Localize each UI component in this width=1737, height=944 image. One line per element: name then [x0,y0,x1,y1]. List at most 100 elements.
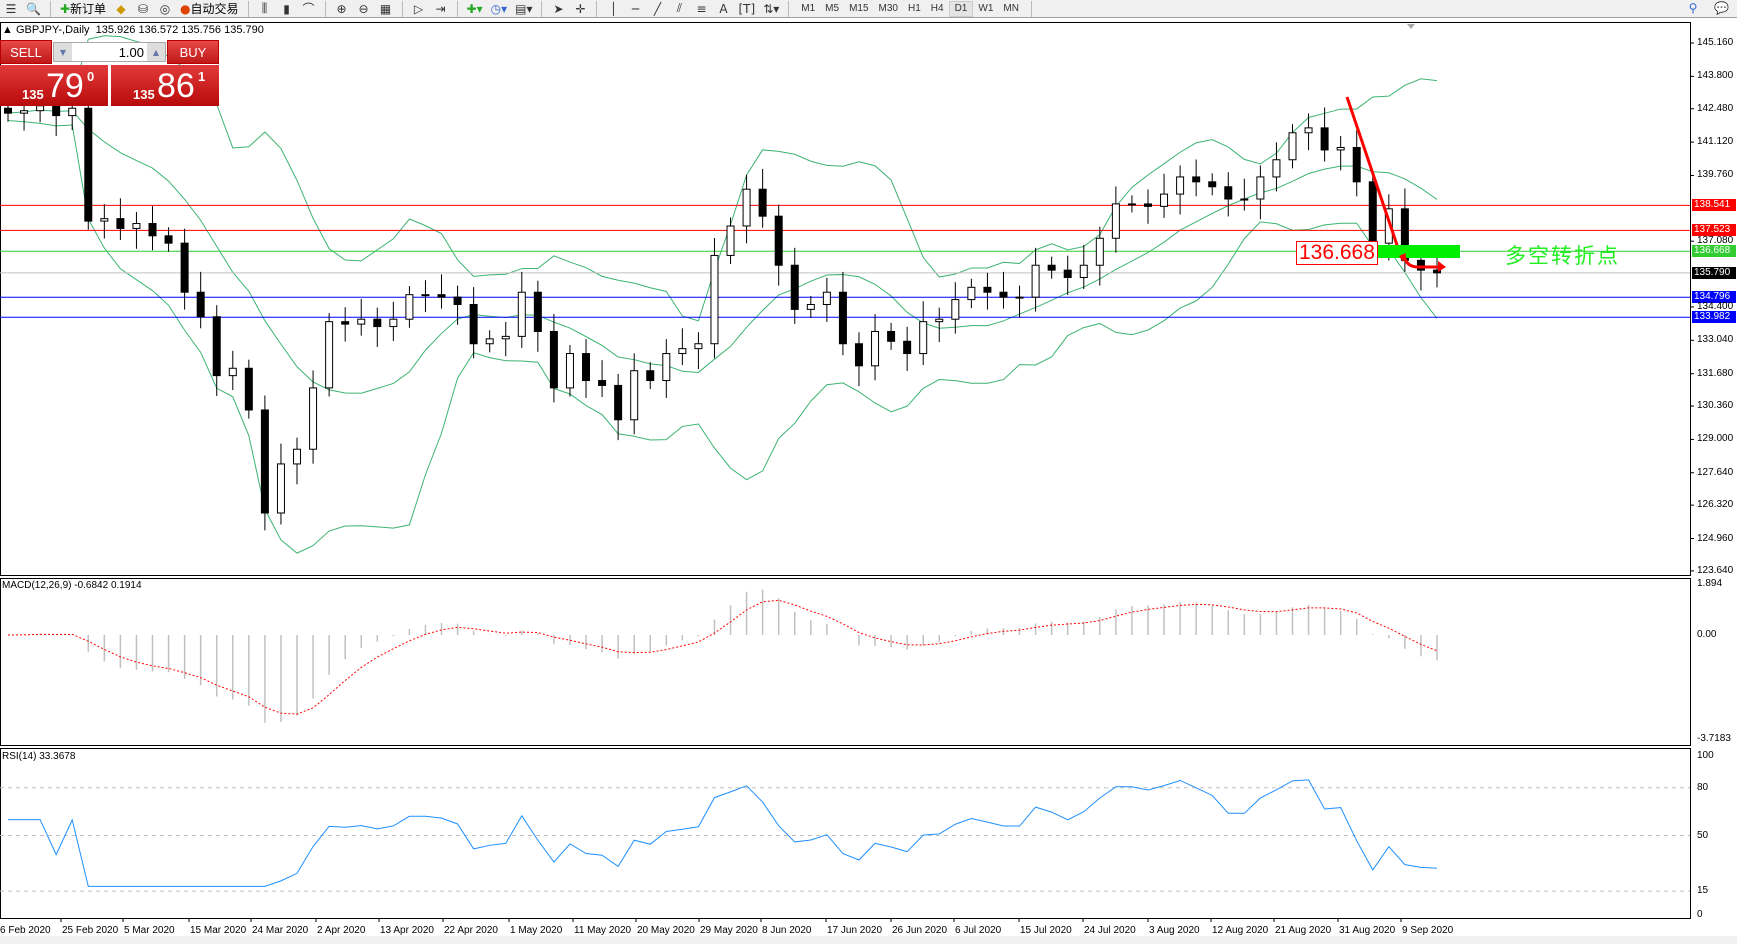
date-axis-label: 29 May 2020 [700,925,758,936]
date-axis-label: 13 Apr 2020 [380,925,434,936]
line-chart-icon[interactable]: ⌒ [302,2,315,16]
chart-canvas[interactable] [0,20,1737,944]
volume-stepper: ▼ ▲ [53,42,166,62]
bear-candle [164,235,173,244]
buy-button[interactable]: BUY [167,40,219,64]
price-axis-label: 142.480 [1697,102,1734,114]
timeframe-m15[interactable]: M15 [849,3,869,14]
triangle-icon: ▲ [2,24,16,36]
volume-decrease-button[interactable]: ▼ [54,43,72,61]
date-axis-label: 9 Sep 2020 [1402,925,1454,936]
indicators-icon[interactable]: ✚▾ [466,1,483,16]
new-order-button[interactable]: ✚ 新订单 [58,1,108,17]
turning-point-price-label[interactable]: 136.668 [1296,241,1378,265]
trendline-icon[interactable]: ╱ [653,1,662,16]
price-axis-label: 131.680 [1697,367,1734,379]
date-axis-label: 2 Apr 2020 [317,925,366,936]
price-axis-label: 139.760 [1697,169,1734,181]
auto-scroll-icon[interactable]: ▷ [413,1,424,16]
timeframe-m30[interactable]: M30 [878,3,898,14]
bull-candle [967,286,976,301]
timeframe-d1[interactable]: D1 [948,0,974,17]
timeframe-bar: M1 M5 M15 M30 H1 H4 D1 W1 MN [796,0,1024,17]
bear-candle [180,242,189,293]
bull-candle [726,225,735,256]
zoom-out-icon[interactable]: ⊖ [358,1,369,16]
date-axis-label: 21 Aug 2020 [1275,925,1332,936]
bull-candle [678,348,687,355]
chat-icon[interactable]: 💬 [1714,1,1729,15]
volume-input[interactable] [72,44,147,60]
timeframe-m5[interactable]: M5 [825,3,840,14]
timeframe-h4[interactable]: H4 [930,3,944,14]
market-watch-icon[interactable]: ⛁ [138,1,149,16]
macd-axis-label: 1.894 [1697,578,1723,589]
tile-windows-icon[interactable]: ▦ [379,1,392,16]
arrows-icon[interactable]: ⇅▾ [763,1,780,16]
bull-candle [1240,198,1249,201]
date-axis-label: 6 Feb 2020 [0,925,51,936]
rsi-axis-label: 15 [1697,885,1709,897]
bear-candle [148,223,157,237]
bear-candle [533,291,542,332]
search-icon[interactable]: ⚲ [1688,1,1698,15]
buy-price-button[interactable]: 135 86 1 [111,65,219,106]
price-axis-label: 141.120 [1697,136,1734,148]
bull-candle [662,353,671,382]
gold-icon[interactable]: ◆ [116,1,126,16]
horizontal-line-icon[interactable]: ─ [631,1,640,16]
rsi-axis-label: 100 [1697,750,1714,761]
bull-candle [710,254,719,345]
text-label-icon[interactable]: [T] [738,1,756,16]
cursor-icon[interactable]: ➤ [553,1,564,16]
price-axis-label: 123.640 [1697,564,1734,576]
bear-candle [1047,264,1056,271]
bear-candle [854,343,863,367]
chart-shift-icon[interactable]: ⇥ [435,1,446,16]
timeframe-h1[interactable]: H1 [907,3,921,14]
date-axis-label: 8 Jun 2020 [762,925,812,936]
macd-signal-line [7,599,1438,715]
bull-candle [405,294,414,320]
bull-candle [68,107,77,117]
auto-trading-label: 自动交易 [190,2,239,16]
divider [1030,0,1032,17]
bear-candle [598,380,607,386]
ask-prefix: 135 [133,87,155,102]
zoom-search-icon[interactable]: 🔍 [26,1,41,16]
bear-candle [437,294,446,298]
macd-pane-frame [0,578,1691,746]
bull-candle [293,448,302,465]
bull-candle [742,188,751,227]
periods-clock-icon[interactable]: ◷▾ [490,1,508,16]
zoom-in-icon[interactable]: ⊕ [336,1,347,16]
volume-increase-button[interactable]: ▲ [147,43,165,61]
auto-trading-button[interactable]: ● 自动交易 [178,1,241,17]
timeframe-m1[interactable]: M1 [801,3,816,14]
equidistant-channel-icon[interactable]: ⫽ [676,1,683,15]
fibonacci-icon[interactable]: ≡ [696,1,707,16]
timeframe-w1[interactable]: W1 [978,3,994,14]
bear-candle [469,303,478,345]
templates-icon[interactable]: ▤▾ [515,1,533,16]
vertical-line-icon[interactable]: │ [609,1,618,16]
bull-candle [1031,264,1040,298]
price-level-tag: 136.668 [1692,245,1736,258]
sell-button[interactable]: SELL [0,40,52,64]
bear-candle [244,367,253,411]
timeframe-mn[interactable]: MN [1003,3,1019,14]
candlestick-icon[interactable]: ▮ [283,1,290,16]
turning-point-text[interactable]: 多空转折点 [1505,244,1620,268]
list-icon[interactable]: ☰ [5,1,17,16]
crosshair-icon[interactable]: ✛ [575,1,586,16]
signal-icon[interactable]: ◎ [159,1,171,16]
sell-price-button[interactable]: 135 79 0 [0,65,108,106]
date-axis-label: 24 Mar 2020 [252,925,309,936]
bull-candle [1015,296,1024,299]
bar-chart-icon[interactable]: ⫼ [261,1,268,15]
text-icon[interactable]: A [719,1,728,16]
bear-candle [1320,127,1329,151]
bull-candle [565,353,574,389]
date-axis-label: 5 Mar 2020 [124,925,175,936]
bull-candle [1160,193,1169,207]
